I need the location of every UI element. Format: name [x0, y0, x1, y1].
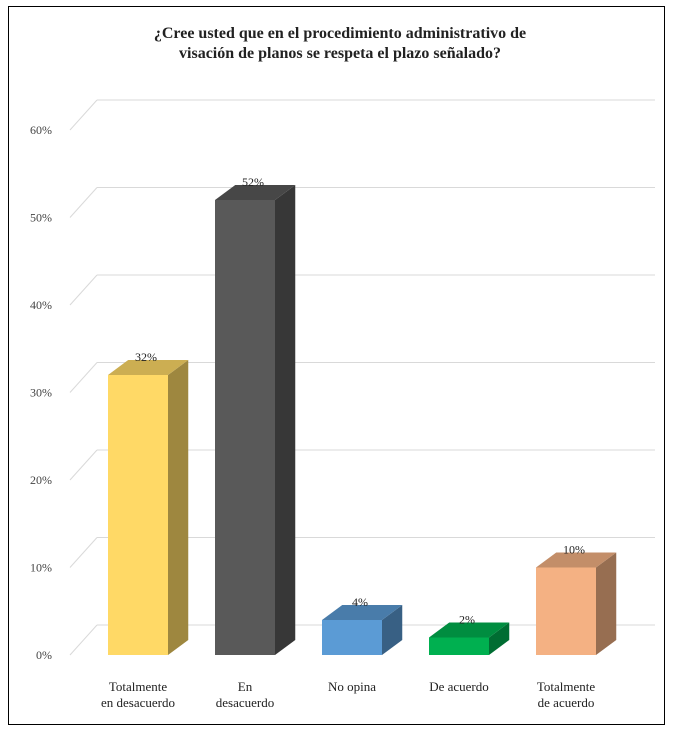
bar-top — [536, 552, 617, 568]
x-tick-label-line: En — [237, 679, 253, 694]
x-tick-label-line: de acuerdo — [537, 695, 595, 710]
gridline-side — [69, 624, 98, 656]
x-tick-label: Totalmente en desacuerdo — [83, 679, 193, 711]
y-tick-label: 30% — [30, 386, 52, 400]
gridline-side — [69, 187, 98, 218]
x-tick-label-line: Totalmente — [536, 679, 596, 694]
gridline-side — [69, 274, 98, 306]
x-tick-label: De acuerdo — [404, 679, 514, 695]
x-tick-label: Totalmente de acuerdo — [511, 679, 621, 711]
data-label: 2% — [459, 613, 475, 627]
bar-top — [429, 622, 510, 638]
y-tick-label: 20% — [30, 473, 52, 487]
bar — [429, 637, 489, 655]
gridline-side — [69, 362, 98, 393]
x-tick-label-line: Totalmente — [108, 679, 168, 694]
x-tick-label-line: desacuerdo — [215, 695, 275, 710]
y-tick-label: 40% — [30, 298, 52, 312]
x-tick-label-line: De acuerdo — [429, 679, 489, 694]
gridline-side — [69, 99, 98, 131]
bar-top — [108, 360, 189, 375]
chart-title: ¿Cree usted que en el procedimiento admi… — [60, 24, 620, 64]
bar-side — [596, 552, 617, 655]
bar-top — [322, 605, 403, 620]
chart-title-line-1: ¿Cree usted que en el procedimiento admi… — [153, 25, 527, 42]
bar-side — [168, 360, 189, 655]
y-tick-label: 10% — [30, 561, 52, 575]
data-label: 32% — [135, 350, 157, 364]
chart-title-line-2: visación de planos se respeta el plazo s… — [179, 45, 501, 62]
x-tick-label-line: No opina — [327, 679, 377, 694]
bar — [322, 620, 382, 655]
gridline-side — [69, 537, 98, 568]
x-tick-label: No opina — [297, 679, 407, 695]
bar-side — [382, 605, 403, 655]
data-label: 52% — [242, 175, 264, 189]
bar — [536, 567, 596, 655]
data-label: 10% — [563, 543, 585, 557]
bar — [215, 200, 275, 655]
y-tick-label: 50% — [30, 211, 52, 225]
y-tick-label: 0% — [36, 648, 52, 662]
gridline-side — [69, 449, 98, 481]
x-tick-label: En desacuerdo — [190, 679, 300, 711]
bar — [108, 375, 168, 655]
bar-side — [275, 185, 296, 655]
bar-side — [489, 622, 510, 655]
bar-top — [215, 185, 296, 200]
y-tick-label: 60% — [30, 123, 52, 137]
x-tick-label-line: en desacuerdo — [101, 695, 175, 710]
data-label: 4% — [352, 595, 368, 609]
